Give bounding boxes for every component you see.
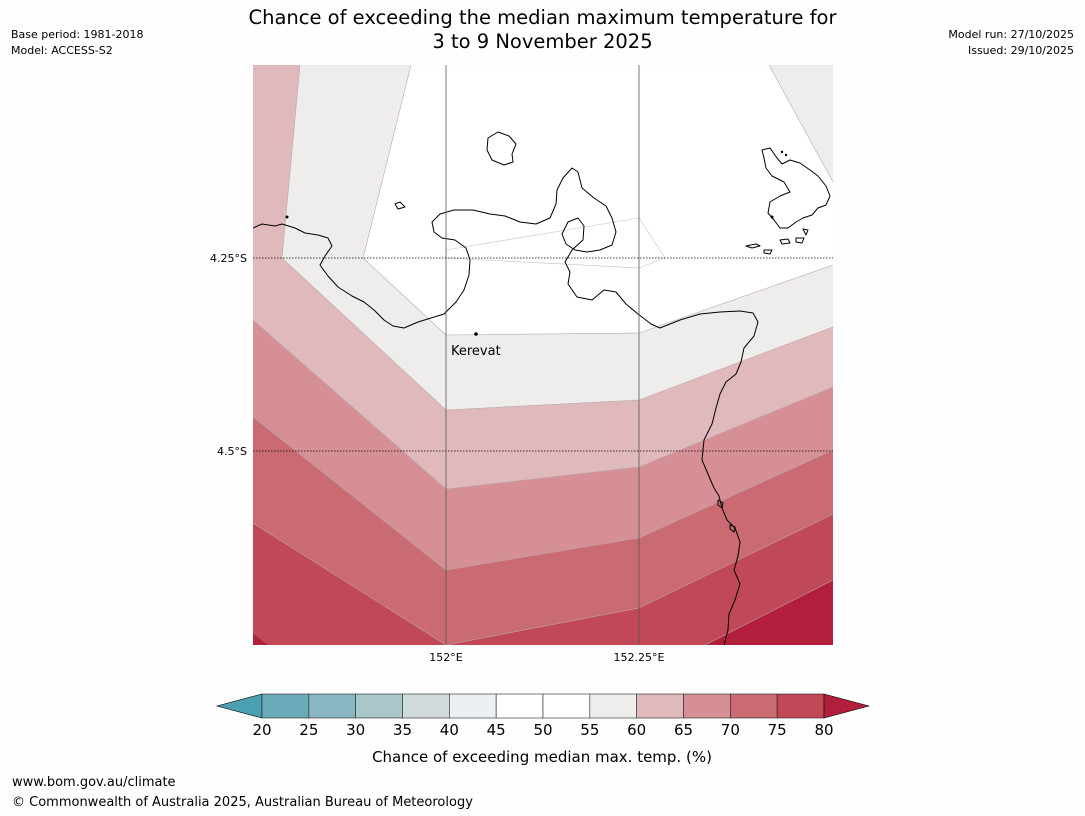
footer-copyright: © Commonwealth of Australia 2025, Austra… (12, 795, 473, 810)
colorbar-segment (449, 693, 497, 719)
title-line-2: 3 to 9 November 2025 (432, 30, 653, 53)
lat-label-4-5s: 4.5°S (217, 445, 247, 458)
colorbar-extend-high (823, 693, 871, 719)
colorbar-tick-label: 70 (721, 721, 740, 739)
colorbar-tick-labels: 20 25 30 35 40 45 50 55 60 65 70 75 80 (252, 721, 833, 739)
small-islets (285, 150, 788, 219)
colorbar-tick-label: 80 (814, 721, 833, 739)
coastline-islet-8 (717, 499, 724, 509)
band-55-60 (282, 65, 833, 410)
colorbar-segment (542, 693, 591, 719)
colorbar-tick-label: 60 (627, 721, 646, 739)
title-line-1: Chance of exceeding the median maximum t… (248, 6, 837, 29)
coastline-gazelle-peninsula (253, 167, 759, 645)
colorbar-segment (589, 693, 637, 719)
colorbar-tick-label: 20 (252, 721, 271, 739)
colorbar-segment (261, 693, 310, 719)
coastline-watom-island (486, 131, 517, 166)
coastline-islet-6 (802, 228, 809, 236)
colorbar-tick-label: 65 (674, 721, 693, 739)
kerevat-marker (474, 332, 478, 336)
issued-text: Issued: 29/10/2025 (967, 44, 1074, 57)
colorbar-tick-label: 35 (393, 721, 412, 739)
lon-label-152-25e: 152.25°E (614, 651, 665, 664)
lat-label-4-25s: 4.25°S (210, 252, 247, 265)
colorbar-segment (730, 693, 778, 719)
coastline-islet-1 (394, 201, 406, 210)
model-text: Model: ACCESS-S2 (11, 44, 113, 57)
colorbar-segment (683, 693, 731, 719)
coastline-islet-3 (763, 249, 773, 255)
colorbar-segment (636, 693, 684, 719)
colorbar-segment (776, 693, 825, 719)
band-80-plus-corner (253, 634, 268, 645)
base-period-text: Base period: 1981-2018 (11, 28, 144, 41)
model-run-text: Model run: 27/10/2025 (948, 28, 1074, 41)
colorbar-extend-low (215, 693, 263, 719)
map-title: Chance of exceeding the median maximum t… (0, 6, 1085, 54)
colorbar-tick-label: 45 (487, 721, 506, 739)
map-panel: Kerevat (253, 65, 833, 645)
colorbar-segment (402, 693, 450, 719)
coastline-duke-of-york (761, 147, 831, 229)
colorbar-tick-label: 50 (533, 721, 552, 739)
colorbar-segment (308, 693, 356, 719)
graticule (253, 65, 833, 645)
colorbar-segment (355, 693, 403, 719)
footer-url[interactable]: www.bom.gov.au/climate (12, 775, 176, 790)
colorbar-tick-label: 40 (440, 721, 459, 739)
band-75-80 (253, 514, 833, 645)
colorbar (215, 693, 871, 719)
coastline-islet-2 (745, 243, 761, 249)
coastlines (253, 131, 831, 645)
coastline-islet-7 (729, 524, 736, 533)
colorbar-tick-label: 25 (299, 721, 318, 739)
colorbar-tick-label: 75 (768, 721, 787, 739)
colorbar-tick-label: 55 (580, 721, 599, 739)
colorbar-label: Chance of exceeding median max. temp. (%… (372, 748, 712, 766)
coastline-islet-4 (779, 238, 791, 245)
metadata-right: Model run: 27/10/2025 Issued: 29/10/2025 (948, 27, 1074, 59)
colorbar-tick-label: 30 (346, 721, 365, 739)
coastline-islet-5 (795, 237, 805, 244)
metadata-left: Base period: 1981-2018 Model: ACCESS-S2 (11, 27, 143, 59)
lon-label-152e: 152°E (429, 651, 462, 664)
kerevat-label: Kerevat (451, 344, 501, 359)
colorbar-segment (495, 693, 544, 719)
